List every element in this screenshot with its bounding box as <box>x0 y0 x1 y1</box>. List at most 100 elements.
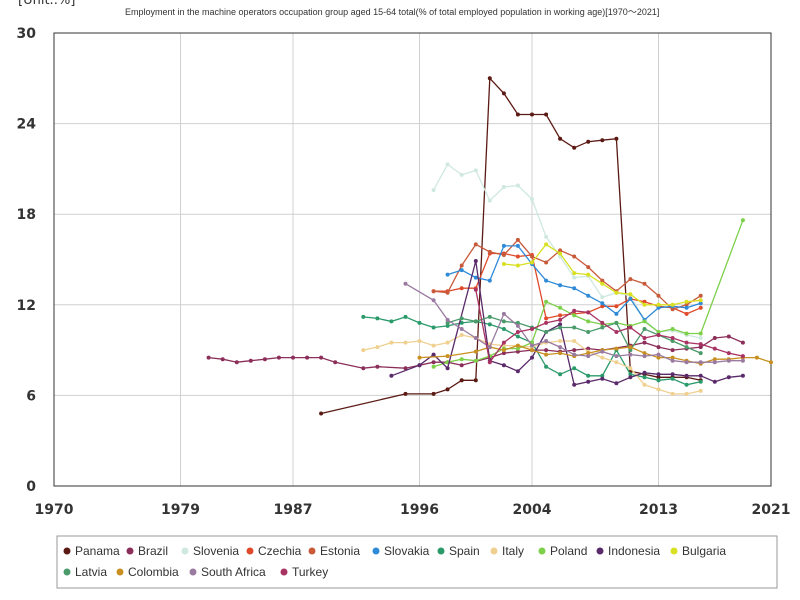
legend-item-slovenia[interactable]: Slovenia <box>181 544 240 558</box>
legend-item-spain[interactable]: Spain <box>437 544 480 558</box>
y-axis-unit-label: [Unit.:%] <box>18 0 75 8</box>
data-point-colombia <box>628 345 633 350</box>
data-point-south-africa <box>459 327 464 331</box>
legend-item-italy[interactable]: Italy <box>490 544 525 558</box>
data-point-poland <box>558 305 563 310</box>
data-point-panama <box>501 91 506 96</box>
legend-marker <box>189 568 197 576</box>
legend-item-turkey[interactable]: Turkey <box>280 565 329 579</box>
data-point-spain <box>572 366 577 371</box>
data-point-slovakia <box>459 268 464 273</box>
legend-marker <box>63 547 71 555</box>
data-point-spain <box>670 376 675 381</box>
data-point-estonia <box>572 254 577 259</box>
data-point-turkey <box>670 336 675 340</box>
legend-item-bulgaria[interactable]: Bulgaria <box>670 544 727 558</box>
data-point-latvia <box>445 320 450 325</box>
legend-item-estonia[interactable]: Estonia <box>308 544 361 558</box>
data-point-estonia <box>642 281 647 286</box>
data-point-indonesia <box>740 373 745 378</box>
legend-item-slovakia[interactable]: Slovakia <box>372 544 430 558</box>
legend-label: Italy <box>502 544 524 558</box>
data-point-spain <box>417 320 422 325</box>
series-line-indonesia <box>391 260 743 386</box>
legend-item-latvia[interactable]: Latvia <box>63 565 108 579</box>
data-point-poland <box>473 358 478 363</box>
data-point-brazil <box>740 340 745 345</box>
data-point-latvia <box>473 319 478 324</box>
data-point-spain <box>389 319 394 324</box>
data-point-south-africa <box>558 345 563 350</box>
data-point-poland <box>572 313 577 318</box>
data-point-colombia <box>473 349 478 354</box>
data-point-south-africa <box>586 354 591 359</box>
data-point-south-africa <box>614 354 619 359</box>
data-point-turkey <box>515 330 520 334</box>
data-point-brazil <box>206 355 211 360</box>
data-point-south-africa <box>445 317 450 322</box>
data-point-turkey <box>614 330 619 334</box>
data-point-brazil <box>333 360 338 365</box>
data-point-south-africa <box>487 345 492 350</box>
grid <box>53 32 772 487</box>
legend-item-panama[interactable]: Panama <box>63 544 121 558</box>
y-tick-label: 30 <box>17 26 37 42</box>
legend-item-brazil[interactable]: Brazil <box>126 544 169 558</box>
data-point-italy <box>459 333 464 337</box>
data-point-colombia <box>530 348 534 353</box>
legend-item-poland[interactable]: Poland <box>538 544 588 558</box>
data-point-estonia <box>459 263 464 268</box>
data-point-slovenia <box>501 185 506 189</box>
series-line-turkey <box>475 289 744 364</box>
chart-title: Employment in the machine operators occu… <box>125 7 659 17</box>
data-point-italy <box>389 340 394 345</box>
data-point-italy <box>361 348 366 353</box>
legend-item-colombia[interactable]: Colombia <box>116 565 180 579</box>
data-point-colombia <box>670 355 675 360</box>
data-point-bulgaria <box>586 272 591 277</box>
data-point-brazil <box>248 358 253 363</box>
data-point-indonesia <box>586 379 591 384</box>
series-slovenia <box>431 162 703 340</box>
data-point-slovenia <box>431 188 436 192</box>
legend-item-czechia[interactable]: Czechia <box>246 544 302 558</box>
data-point-brazil <box>726 334 731 339</box>
data-point-italy <box>614 360 619 365</box>
data-point-italy <box>642 382 647 387</box>
data-point-panama <box>487 76 492 81</box>
data-point-spain <box>558 372 563 377</box>
data-point-indonesia <box>628 375 633 380</box>
data-point-slovakia <box>628 296 633 301</box>
data-point-poland <box>642 319 647 324</box>
data-point-latvia <box>459 316 464 321</box>
data-point-colombia <box>642 351 647 356</box>
data-point-brazil <box>656 345 661 350</box>
data-point-estonia <box>431 289 436 294</box>
legend-item-south-africa[interactable]: South Africa <box>189 565 267 579</box>
data-point-indonesia <box>642 370 647 375</box>
data-point-panama <box>614 136 619 141</box>
data-point-latvia <box>515 320 520 325</box>
data-point-czechia <box>544 316 549 321</box>
series-layer <box>206 76 773 416</box>
data-point-spain <box>403 314 408 319</box>
data-point-south-africa <box>670 358 675 363</box>
data-point-indonesia <box>572 382 577 387</box>
legend-marker <box>280 568 288 576</box>
data-point-colombia <box>417 355 422 360</box>
legend-entries: Panama Brazil Slovenia Czechia Estonia Slovak… <box>63 544 727 579</box>
data-point-spain <box>698 379 703 384</box>
data-point-spain <box>501 327 506 331</box>
data-point-indonesia <box>684 373 689 378</box>
data-point-indonesia <box>515 369 520 374</box>
data-point-latvia <box>628 348 633 353</box>
data-point-slovenia <box>515 183 520 188</box>
x-axis-ticks: 1970 1979 1987 1996 2004 2013 2021 <box>35 502 791 518</box>
data-point-turkey <box>530 327 534 331</box>
legend-item-indonesia[interactable]: Indonesia <box>596 544 661 558</box>
data-point-panama <box>473 378 478 383</box>
data-point-south-africa <box>656 352 661 357</box>
data-point-spain <box>431 325 436 330</box>
data-point-indonesia <box>558 322 563 327</box>
data-point-latvia <box>698 351 703 356</box>
